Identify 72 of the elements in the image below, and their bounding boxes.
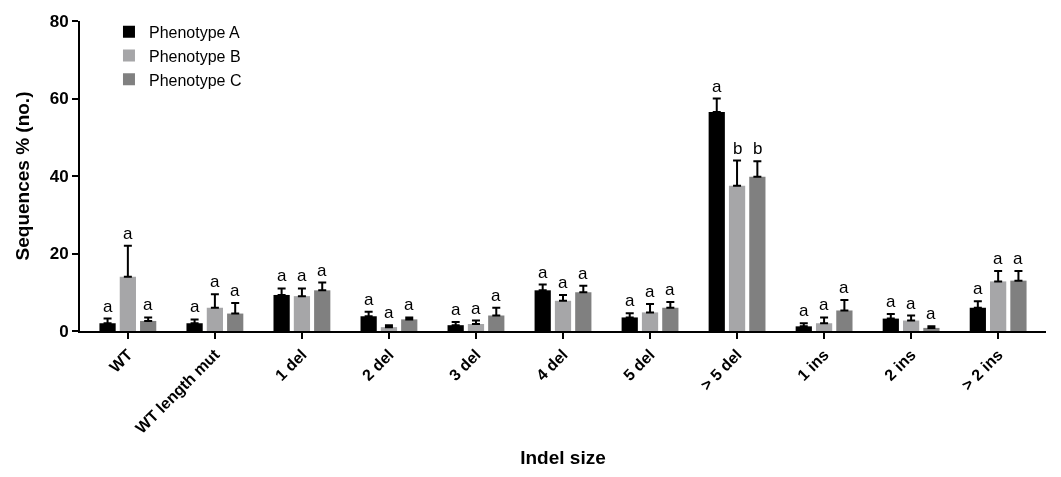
data-label: b: [753, 139, 763, 158]
data-label: a: [926, 304, 936, 323]
bar: [401, 319, 418, 331]
data-label: a: [103, 297, 113, 316]
data-label: a: [538, 263, 548, 282]
x-tick-label: 2 ins: [881, 345, 919, 384]
bar: [641, 312, 659, 331]
data-label: a: [471, 299, 481, 318]
data-label: a: [625, 291, 635, 310]
bar: [990, 281, 1007, 331]
data-label: a: [645, 282, 655, 301]
bar: [119, 276, 136, 331]
bar: [554, 300, 572, 331]
data-label: a: [973, 279, 983, 298]
data-label: a: [143, 295, 153, 314]
y-tick-label: 80: [49, 11, 69, 31]
data-label: a: [384, 303, 394, 322]
bar: [749, 176, 766, 331]
y-tick-label: 40: [49, 166, 69, 186]
x-axis-title: Indel size: [520, 446, 606, 468]
data-label: a: [712, 77, 722, 96]
bar: [575, 292, 592, 331]
data-label: a: [123, 224, 133, 243]
data-label: a: [190, 297, 200, 316]
legend-label: Phenotype A: [148, 23, 241, 41]
bar: [467, 324, 485, 331]
bar: [488, 315, 505, 331]
legend-label: Phenotype C: [148, 71, 242, 89]
x-tick-label: WT: [106, 345, 136, 376]
data-label: a: [317, 261, 327, 280]
data-label: a: [364, 290, 374, 309]
y-tick-label: 20: [49, 244, 69, 264]
y-axis-title: Sequences % (no.): [12, 91, 34, 261]
data-label: a: [277, 266, 287, 285]
bar: [1010, 280, 1027, 331]
data-label: a: [297, 266, 307, 285]
bar: [206, 307, 224, 331]
bar: [314, 290, 331, 331]
data-label: a: [665, 280, 675, 299]
x-tick-label: 4 del: [532, 345, 571, 384]
x-tick-label: 1 del: [271, 345, 310, 384]
data-label: a: [451, 300, 461, 319]
data-label: a: [799, 301, 809, 320]
y-tick-label: 60: [49, 89, 69, 109]
data-label: a: [819, 295, 829, 314]
bar: [293, 296, 311, 331]
data-label: a: [230, 281, 240, 300]
data-label: a: [886, 292, 896, 311]
data-label: a: [558, 273, 568, 292]
bar: [728, 185, 746, 331]
x-tick-label: 2 del: [358, 345, 397, 384]
data-label: a: [993, 249, 1003, 268]
legend-label: Phenotype B: [148, 47, 241, 65]
data-label: a: [839, 278, 849, 297]
data-label: a: [578, 264, 588, 283]
x-tick-label: 1 ins: [794, 345, 832, 384]
data-label: a: [1013, 249, 1023, 268]
bar: [227, 313, 244, 331]
x-tick-label: > 2 ins: [958, 345, 1006, 394]
x-tick-label: 3 del: [445, 345, 484, 384]
data-label: b: [733, 139, 743, 158]
x-tick-label: > 5 del: [697, 345, 745, 394]
bar: [815, 323, 833, 331]
bar: [836, 310, 853, 331]
data-label: a: [491, 286, 501, 305]
bar: [140, 320, 157, 331]
data-label: a: [906, 294, 916, 313]
data-label: a: [210, 272, 220, 291]
y-tick-label: 0: [59, 321, 69, 341]
x-tick-label: 5 del: [620, 345, 658, 384]
data-label: a: [404, 295, 414, 314]
bar: [662, 307, 679, 331]
